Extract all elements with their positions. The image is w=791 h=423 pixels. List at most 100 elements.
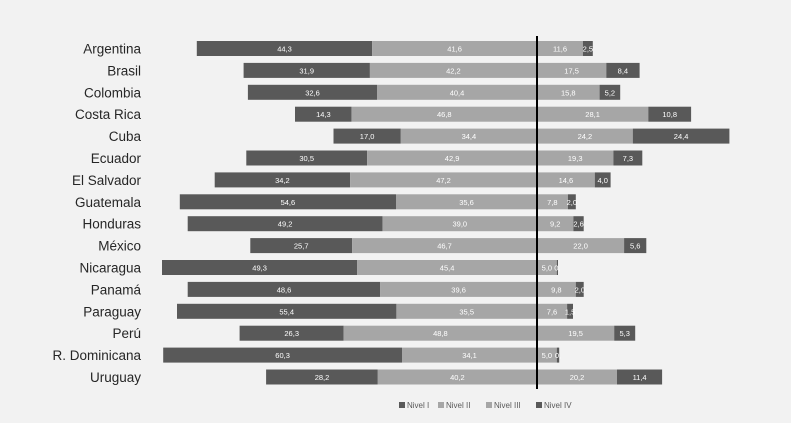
bar-panama-nivel-iii <box>537 281 576 297</box>
bar-peru-nivel-iii <box>537 325 615 341</box>
category-label-nicaragua: Nicaragua <box>79 261 141 276</box>
bar-r-dominicana-nivel-i <box>163 347 402 363</box>
value-label-brasil-nivel-iii: 17,5 <box>564 66 579 75</box>
bar-brasil-nivel-iii <box>537 62 607 78</box>
bar-nicaragua-nivel-ii <box>357 260 537 275</box>
value-labels: 44,3 41,6 11,6 2,5 31,9 42,2 17,5 8,4 32,6 40,4 15… <box>252 45 688 383</box>
bar-costa-rica-nivel-iv <box>648 106 692 122</box>
value-label-guatemala-nivel-iv: 2,0 <box>567 198 577 207</box>
value-label-r-dominicana-nivel-iii: 5,0 <box>542 351 552 360</box>
bar-nicaragua-nivel-iii <box>537 260 557 275</box>
value-label-paraguay-nivel-iii: 7,6 <box>547 307 557 316</box>
legend-swatch-nivel-iv <box>536 402 542 408</box>
value-label-brasil-nivel-iv: 8,4 <box>618 66 628 75</box>
bar-costa-rica-nivel-ii <box>351 106 537 122</box>
bar-paraguay-nivel-iii <box>537 303 568 319</box>
bar-panama-nivel-i <box>187 281 381 297</box>
value-label-r-dominicana-nivel-iv: 0, <box>555 351 561 360</box>
value-label-ecuador-nivel-iv: 7,3 <box>623 154 633 163</box>
value-label-argentina-nivel-ii: 41,6 <box>447 45 462 54</box>
bar-colombia-nivel-ii <box>377 84 537 100</box>
bar-mexico-nivel-ii <box>352 238 537 254</box>
legend-swatch-nivel-i <box>399 402 405 408</box>
bar-cuba-nivel-i <box>333 128 401 144</box>
bar-guatemala-nivel-iv <box>567 194 576 210</box>
category-label-peru: Perú <box>112 326 141 341</box>
value-label-mexico-nivel-iv: 5,6 <box>630 242 640 251</box>
bar-paraguay-nivel-ii <box>396 303 537 319</box>
value-label-honduras-nivel-ii: 39,0 <box>452 220 467 229</box>
category-label-el-salvador: El Salvador <box>72 173 142 188</box>
value-label-uruguay-nivel-iv: 11,4 <box>633 373 647 382</box>
value-label-colombia-nivel-i: 32,6 <box>305 88 320 97</box>
category-label-cuba: Cuba <box>109 129 142 144</box>
category-label-brasil: Brasil <box>107 63 141 78</box>
value-label-honduras-nivel-i: 49,2 <box>278 220 293 229</box>
category-label-honduras: Honduras <box>82 217 141 232</box>
value-label-paraguay-nivel-iv: 1,5 <box>565 307 575 316</box>
value-label-argentina-nivel-i: 44,3 <box>277 45 292 54</box>
value-label-costa-rica-nivel-iv: 10,8 <box>662 110 677 119</box>
category-label-argentina: Argentina <box>83 42 141 57</box>
bar-ecuador-nivel-iii <box>537 150 614 166</box>
bar-nicaragua-nivel-iv <box>556 260 558 275</box>
bar-colombia-nivel-iv <box>599 84 621 100</box>
value-label-argentina-nivel-iv: 2,5 <box>583 45 593 54</box>
bar-paraguay-nivel-iv <box>567 303 573 319</box>
value-label-cuba-nivel-i: 17,0 <box>360 132 375 141</box>
bar-panama-nivel-iv <box>575 281 584 297</box>
bar-argentina-nivel-iv <box>582 41 593 56</box>
value-label-ecuador-nivel-iii: 19,3 <box>568 154 583 163</box>
value-label-colombia-nivel-iv: 5,2 <box>605 88 615 97</box>
value-label-r-dominicana-nivel-i: 60,3 <box>275 351 290 360</box>
bar-mexico-nivel-i <box>250 238 353 254</box>
value-label-guatemala-nivel-ii: 35,6 <box>459 198 474 207</box>
value-label-nicaragua-nivel-iii: 5,0 <box>542 264 552 273</box>
bar-argentina-nivel-ii <box>372 41 537 56</box>
bar-peru-nivel-ii <box>343 325 537 341</box>
bar-argentina-nivel-i <box>196 41 373 56</box>
bar-peru-nivel-iv <box>614 325 636 341</box>
bar-costa-rica-nivel-iii <box>537 106 649 122</box>
bar-paraguay-nivel-i <box>177 303 397 319</box>
value-label-costa-rica-nivel-ii: 46,8 <box>437 110 452 119</box>
value-label-panama-nivel-iv: 2,0 <box>575 285 585 294</box>
bar-r-dominicana-nivel-iii <box>537 347 557 363</box>
value-label-ecuador-nivel-i: 30,5 <box>299 154 314 163</box>
bar-cuba-nivel-iv <box>632 128 730 144</box>
bar-cuba-nivel-iii <box>537 128 633 144</box>
value-label-peru-nivel-i: 26,3 <box>284 329 299 338</box>
bar-honduras-nivel-iii <box>537 216 574 232</box>
bar-costa-rica-nivel-i <box>295 106 352 122</box>
bar-uruguay-nivel-i <box>266 369 378 385</box>
bar-uruguay-nivel-iv <box>617 369 663 385</box>
legend-label-nivel-ii: Nivel II <box>446 401 470 410</box>
value-label-el-salvador-nivel-ii: 47,2 <box>436 176 451 185</box>
category-label-guatemala: Guatemala <box>75 195 142 210</box>
bar-el-salvador-nivel-iii <box>537 172 595 188</box>
value-label-colombia-nivel-iii: 15,8 <box>561 88 576 97</box>
category-label-costa-rica: Costa Rica <box>75 107 142 122</box>
value-label-paraguay-nivel-i: 55,4 <box>279 307 294 316</box>
value-label-paraguay-nivel-ii: 35,5 <box>459 307 474 316</box>
value-label-costa-rica-nivel-i: 14,3 <box>316 110 331 119</box>
category-label-uruguay: Uruguay <box>90 370 141 385</box>
bar-guatemala-nivel-ii <box>396 194 537 210</box>
value-label-uruguay-nivel-ii: 40,2 <box>450 373 465 382</box>
legend-label-nivel-iii: Nivel III <box>494 401 521 410</box>
bar-el-salvador-nivel-iv <box>594 172 611 188</box>
category-label-panama: Panamá <box>91 282 142 297</box>
value-label-colombia-nivel-ii: 40,4 <box>450 88 465 97</box>
value-label-el-salvador-nivel-iv: 4,0 <box>597 176 607 185</box>
value-label-peru-nivel-iii: 19,5 <box>568 329 583 338</box>
legend: Nivel I Nivel II Nivel III Nivel IV <box>399 401 572 410</box>
value-label-peru-nivel-ii: 48,8 <box>433 329 448 338</box>
value-label-r-dominicana-nivel-ii: 34,1 <box>462 351 477 360</box>
value-label-honduras-nivel-iii: 9,2 <box>550 220 560 229</box>
bar-argentina-nivel-iii <box>537 41 583 56</box>
category-labels: Argentina Brasil Colombia Costa Rica Cuba Ecu… <box>52 42 141 386</box>
value-label-cuba-nivel-ii: 34,4 <box>462 132 477 141</box>
bar-ecuador-nivel-iv <box>613 150 643 166</box>
value-label-panama-nivel-i: 48,6 <box>277 285 292 294</box>
value-label-costa-rica-nivel-iii: 28,1 <box>585 110 600 119</box>
